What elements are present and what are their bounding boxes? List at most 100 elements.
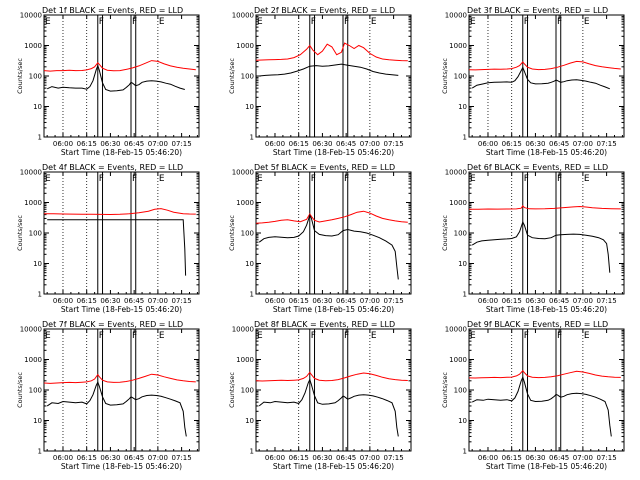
flag-label-E: E: [159, 331, 165, 341]
flag-label-E: E: [470, 174, 476, 184]
x-tick-label: 06:00: [478, 297, 498, 305]
flag-label-E: E: [371, 331, 377, 341]
plot-frame: [43, 14, 200, 138]
flag-label-F: F: [557, 331, 562, 341]
x-tick-label: 07:15: [172, 140, 192, 148]
panel-title: Det 3f BLACK = Events, RED = LLD: [467, 6, 608, 15]
flag-label-F: F: [99, 17, 104, 27]
y-tick-label: 10000: [232, 326, 254, 334]
flag-label-E: E: [470, 331, 476, 341]
y-tick-label: 10: [33, 260, 42, 268]
y-axis-label: Counts/sec: [228, 58, 236, 94]
flag-label-E: E: [371, 174, 377, 184]
x-tick-label: 06:45: [549, 454, 569, 462]
panel-det-1f: Det 1f BLACK = Events, RED = LLD E F F E 1 10 1…: [16, 6, 200, 157]
flag-label-E: E: [45, 17, 51, 27]
x-tick-label: 07:15: [384, 297, 404, 305]
flag-label-E: E: [159, 174, 165, 184]
x-tick-label: 07:15: [384, 140, 404, 148]
x-tick-label: 06:45: [124, 140, 144, 148]
x-axis-label: Start Time (18-Feb-15 05:46:20): [61, 462, 182, 471]
panel-det-3f: Det 3f BLACK = Events, RED = LLD E F F E 1 10 1…: [441, 6, 625, 157]
y-tick-label: 1: [250, 134, 254, 142]
y-tick-label: 10: [245, 260, 254, 268]
x-tick-label: 06:45: [549, 140, 569, 148]
y-tick-label: 10: [33, 103, 42, 111]
y-tick-label: 10000: [232, 12, 254, 20]
events-series-line: [258, 378, 399, 437]
flag-label-F: F: [99, 331, 104, 341]
y-axis-label: Counts/sec: [441, 215, 449, 251]
y-tick-label: 10000: [20, 169, 42, 177]
flag-label-E: E: [45, 174, 51, 184]
x-tick-label: 07:15: [597, 297, 617, 305]
y-tick-label: 100: [29, 230, 42, 238]
y-tick-label: 10000: [445, 12, 467, 20]
panel-det-9f: Det 9f BLACK = Events, RED = LLD E F F E 1 10 1…: [441, 320, 625, 471]
flag-label-F: F: [557, 17, 562, 27]
x-tick-label: 06:45: [336, 140, 356, 148]
events-series-line: [259, 63, 399, 77]
panel-title: Det 6f BLACK = Events, RED = LLD: [467, 163, 608, 172]
flag-label-F: F: [344, 17, 349, 27]
x-tick-label: 06:30: [525, 297, 545, 305]
y-axis-label: Counts/sec: [441, 58, 449, 94]
y-tick-label: 1: [38, 291, 42, 299]
y-axis-label: Counts/sec: [441, 372, 449, 408]
flag-label-F: F: [311, 17, 316, 27]
y-tick-label: 100: [29, 73, 42, 81]
panel-det-8f: Det 8f BLACK = Events, RED = LLD E F F E 1 10 1…: [228, 320, 412, 471]
events-series-line: [471, 375, 612, 437]
flag-label-F: F: [132, 331, 137, 341]
y-tick-label: 10000: [445, 326, 467, 334]
lld-series-line: [256, 371, 408, 382]
y-tick-label: 1: [38, 134, 42, 142]
flag-label-F: F: [311, 174, 316, 184]
x-tick-label: 06:30: [312, 140, 332, 148]
x-tick-label: 06:30: [100, 140, 120, 148]
x-axis-label: Start Time (18-Feb-15 05:46:20): [486, 462, 607, 471]
y-tick-label: 10: [33, 417, 42, 425]
flag-label-E: E: [45, 331, 51, 341]
x-tick-label: 06:00: [265, 140, 285, 148]
lld-series-line: [469, 60, 621, 71]
x-tick-label: 06:00: [53, 140, 73, 148]
flag-label-E: E: [257, 331, 263, 341]
x-tick-label: 06:00: [53, 454, 73, 462]
y-tick-label: 10000: [232, 169, 254, 177]
panel-det-6f: Det 6f BLACK = Events, RED = LLD E F F E 1 10 1…: [441, 163, 625, 314]
y-tick-label: 10000: [20, 326, 42, 334]
panel-title: Det 1f BLACK = Events, RED = LLD: [42, 6, 183, 15]
x-tick-label: 06:15: [502, 140, 522, 148]
x-tick-label: 06:00: [265, 297, 285, 305]
flag-label-E: E: [371, 17, 377, 27]
x-tick-label: 07:00: [360, 297, 380, 305]
y-tick-label: 1000: [24, 42, 42, 50]
events-series-line: [471, 66, 610, 90]
x-tick-label: 06:30: [100, 297, 120, 305]
x-tick-label: 07:00: [360, 140, 380, 148]
x-tick-label: 07:15: [384, 454, 404, 462]
x-tick-label: 07:00: [148, 454, 168, 462]
x-tick-label: 06:15: [77, 297, 97, 305]
panel-title: Det 9f BLACK = Events, RED = LLD: [467, 320, 608, 329]
x-tick-label: 06:00: [478, 454, 498, 462]
plot-frame: [43, 328, 200, 452]
x-tick-label: 06:45: [336, 297, 356, 305]
y-tick-label: 10: [458, 103, 467, 111]
flag-label-F: F: [311, 331, 316, 341]
x-tick-label: 06:15: [502, 454, 522, 462]
events-series-line: [47, 219, 187, 276]
x-tick-label: 06:30: [100, 454, 120, 462]
x-axis-label: Start Time (18-Feb-15 05:46:20): [61, 305, 182, 314]
panel-title: Det 2f BLACK = Events, RED = LLD: [254, 6, 395, 15]
plot-frame: [468, 171, 625, 295]
x-tick-label: 06:45: [336, 454, 356, 462]
panel-det-7f: Det 7f BLACK = Events, RED = LLD E F F E 1 10 1…: [16, 320, 200, 471]
x-axis-label: Start Time (18-Feb-15 05:46:20): [273, 148, 394, 157]
flag-label-F: F: [524, 331, 529, 341]
y-tick-label: 1000: [24, 199, 42, 207]
flag-label-F: F: [344, 174, 349, 184]
x-axis-label: Start Time (18-Feb-15 05:46:20): [273, 462, 394, 471]
